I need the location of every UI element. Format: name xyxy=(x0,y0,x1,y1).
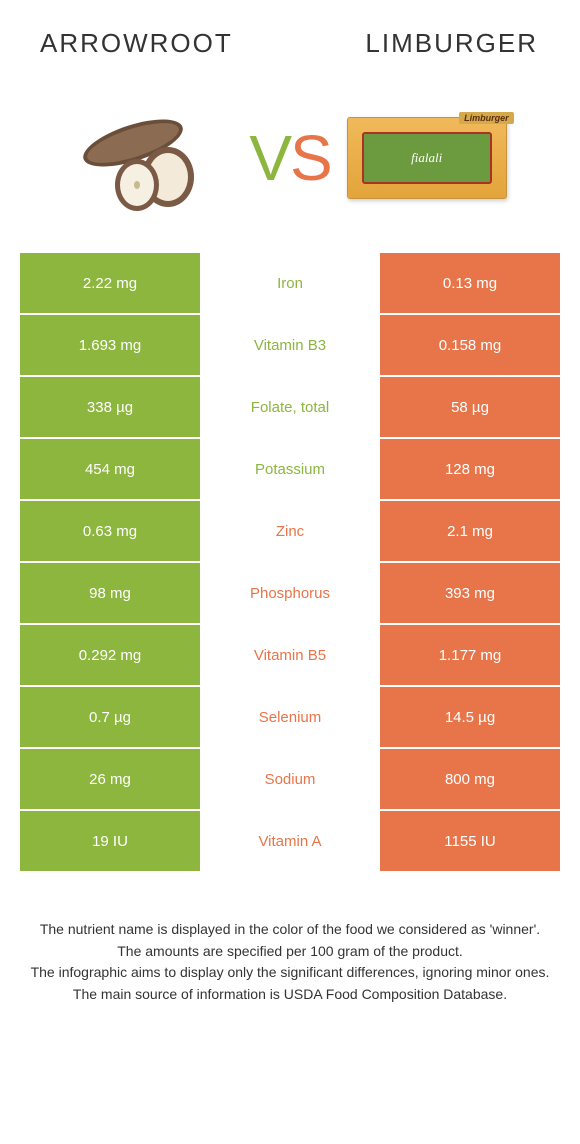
cell-nutrient-name: Zinc xyxy=(200,501,380,561)
table-row: 98 mgPhosphorus393 mg xyxy=(20,563,560,623)
cell-nutrient-name: Vitamin A xyxy=(200,811,380,871)
cell-nutrient-name: Phosphorus xyxy=(200,563,380,623)
table-row: 1.693 mgVitamin B30.158 mg xyxy=(20,315,560,375)
table-row: 0.63 mgZinc2.1 mg xyxy=(20,501,560,561)
cell-nutrient-name: Selenium xyxy=(200,687,380,747)
table-row: 454 mgPotassium128 mg xyxy=(20,439,560,499)
table-row: 26 mgSodium800 mg xyxy=(20,749,560,809)
cell-right-value: 1.177 mg xyxy=(380,625,560,685)
cell-right-value: 0.158 mg xyxy=(380,315,560,375)
cell-left-value: 26 mg xyxy=(20,749,200,809)
limburger-image: Limburger fialali xyxy=(347,103,507,213)
limburger-brand: fialali xyxy=(411,150,442,166)
cell-nutrient-name: Iron xyxy=(200,253,380,313)
cell-nutrient-name: Vitamin B5 xyxy=(200,625,380,685)
cell-left-value: 0.292 mg xyxy=(20,625,200,685)
cell-nutrient-name: Sodium xyxy=(200,749,380,809)
table-row: 19 IUVitamin A1155 IU xyxy=(20,811,560,871)
footer-line-2: The amounts are specified per 100 gram o… xyxy=(28,941,552,963)
table-row: 0.7 µgSelenium14.5 µg xyxy=(20,687,560,747)
hero-row: VS Limburger fialali xyxy=(0,83,580,253)
cell-right-value: 393 mg xyxy=(380,563,560,623)
arrowroot-image xyxy=(73,103,233,213)
limburger-banner: Limburger xyxy=(459,112,514,124)
table-row: 2.22 mgIron0.13 mg xyxy=(20,253,560,313)
cell-right-value: 128 mg xyxy=(380,439,560,499)
cell-left-value: 454 mg xyxy=(20,439,200,499)
cell-left-value: 1.693 mg xyxy=(20,315,200,375)
vs-v: V xyxy=(249,122,290,194)
vs-label: VS xyxy=(249,121,330,195)
cell-left-value: 2.22 mg xyxy=(20,253,200,313)
cell-left-value: 19 IU xyxy=(20,811,200,871)
vs-s: S xyxy=(290,122,331,194)
footer-line-3: The infographic aims to display only the… xyxy=(28,962,552,984)
cell-left-value: 98 mg xyxy=(20,563,200,623)
cell-left-value: 0.7 µg xyxy=(20,687,200,747)
cell-left-value: 0.63 mg xyxy=(20,501,200,561)
title-left: ARROWROOT xyxy=(40,28,233,59)
cell-nutrient-name: Folate, total xyxy=(200,377,380,437)
cell-right-value: 1155 IU xyxy=(380,811,560,871)
cell-nutrient-name: Vitamin B3 xyxy=(200,315,380,375)
cell-right-value: 800 mg xyxy=(380,749,560,809)
cell-right-value: 0.13 mg xyxy=(380,253,560,313)
title-right: LIMBURGER xyxy=(365,28,538,59)
cell-right-value: 58 µg xyxy=(380,377,560,437)
footer-notes: The nutrient name is displayed in the co… xyxy=(0,873,580,1006)
footer-line-1: The nutrient name is displayed in the co… xyxy=(28,919,552,941)
cell-right-value: 14.5 µg xyxy=(380,687,560,747)
cell-left-value: 338 µg xyxy=(20,377,200,437)
nutrition-table: 2.22 mgIron0.13 mg1.693 mgVitamin B30.15… xyxy=(20,253,560,871)
table-row: 338 µgFolate, total58 µg xyxy=(20,377,560,437)
table-row: 0.292 mgVitamin B51.177 mg xyxy=(20,625,560,685)
cell-right-value: 2.1 mg xyxy=(380,501,560,561)
cell-nutrient-name: Potassium xyxy=(200,439,380,499)
footer-line-4: The main source of information is USDA F… xyxy=(28,984,552,1006)
